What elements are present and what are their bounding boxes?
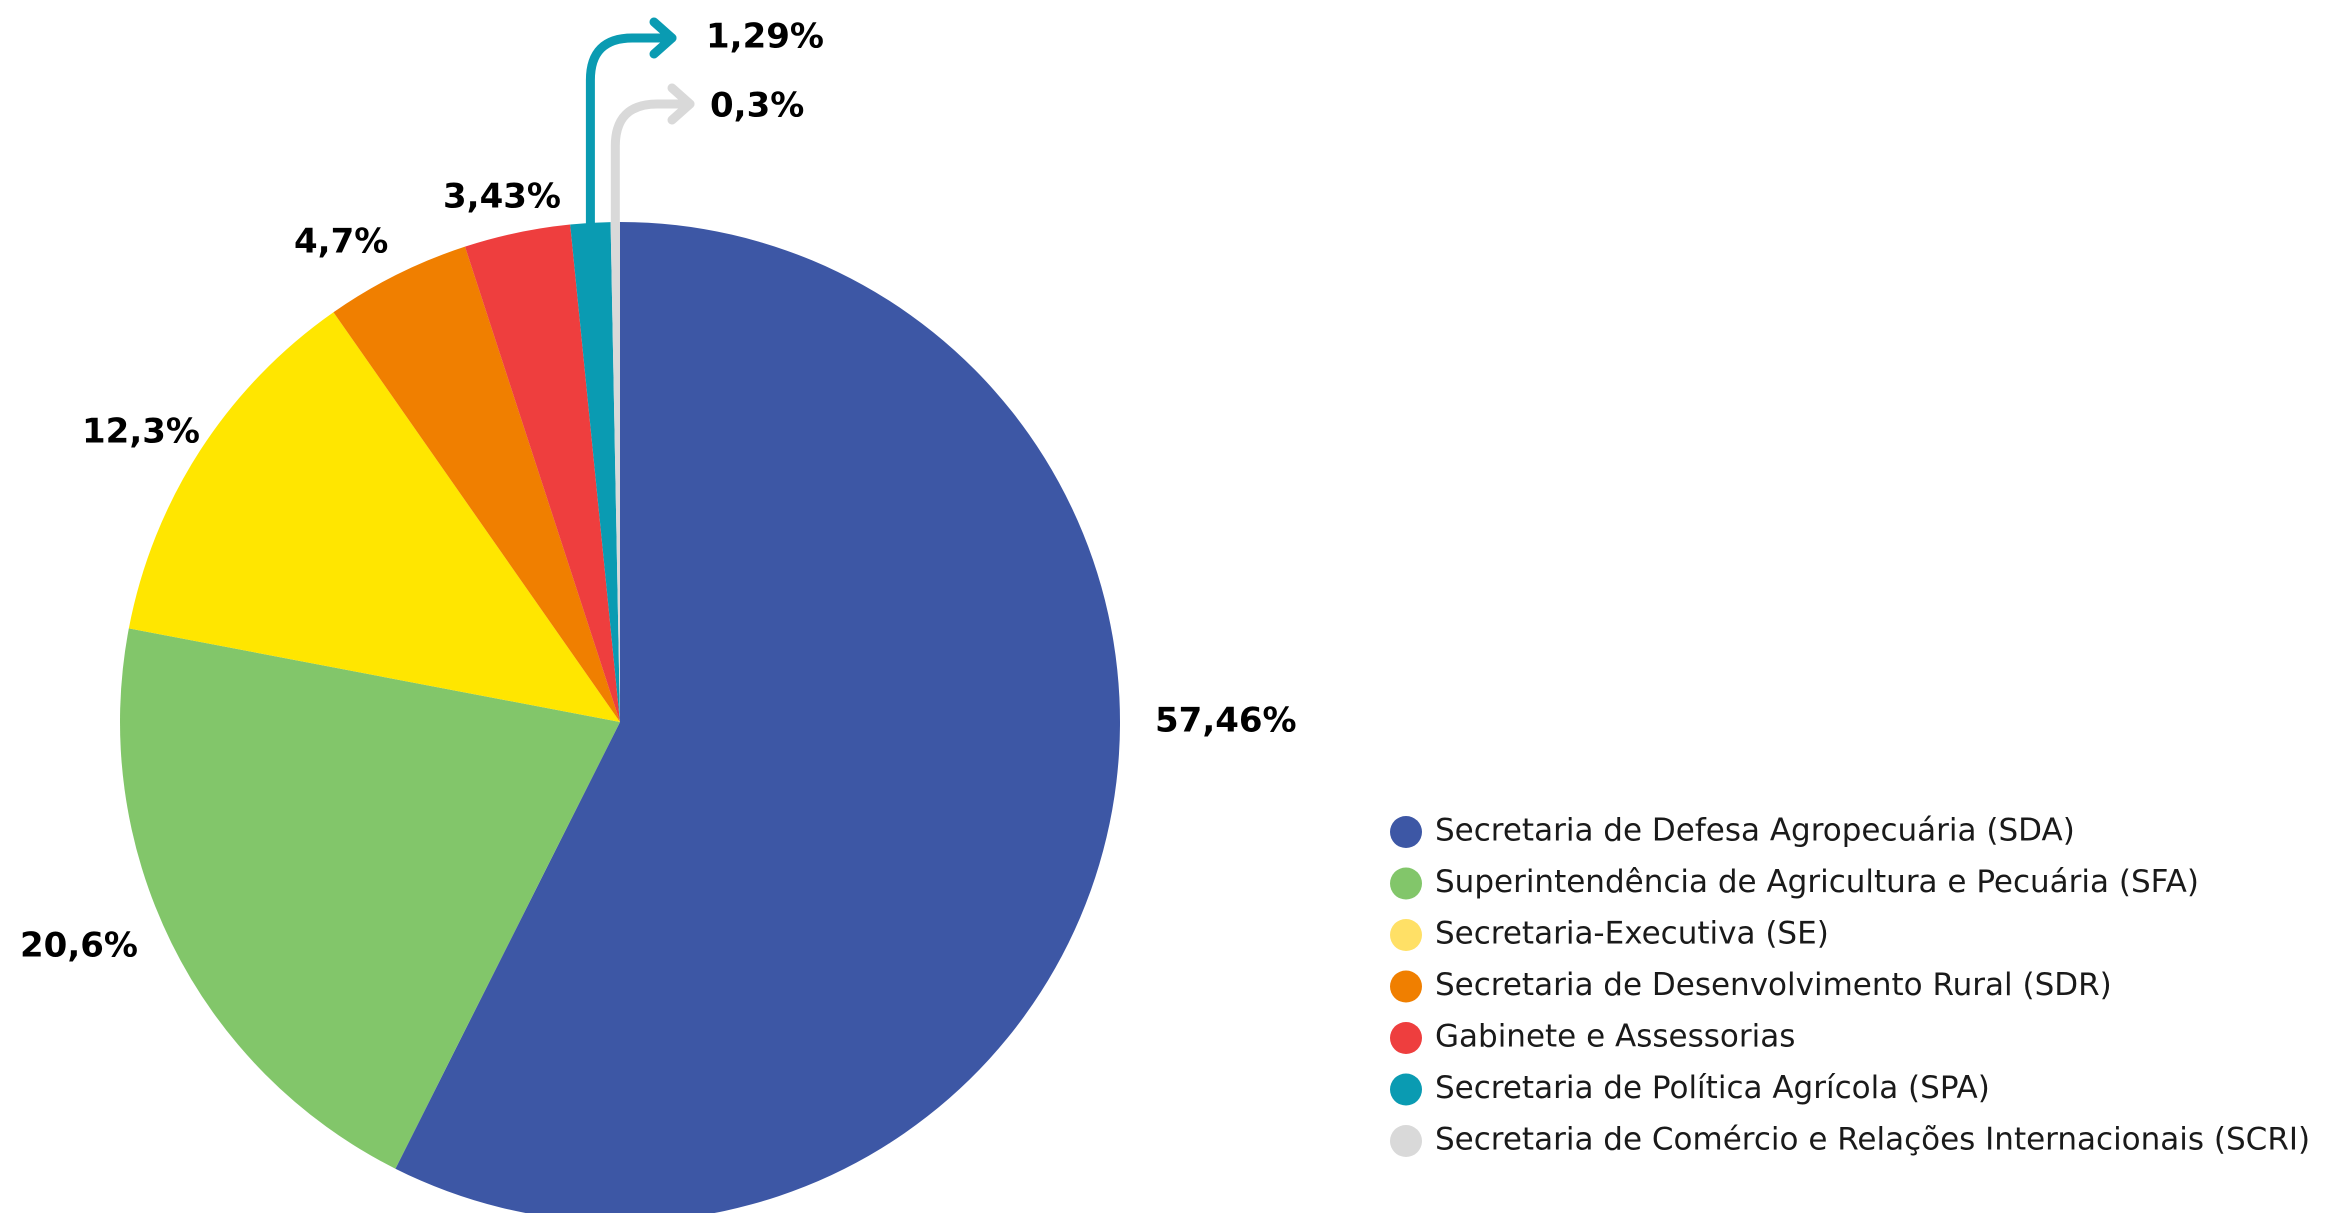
legend-label: Superintendência de Agricultura e Pecuár… (1435, 864, 2199, 900)
legend-label: Secretaria de Política Agrícola (SPA) (1435, 1070, 1990, 1106)
legend-item-gabinete-e-assessorias: Gabinete e Assessorias (1390, 1019, 1795, 1055)
slice-label-secretaria-de-comercio-e-relacoes-internacionais-scri: 0,3% (710, 86, 804, 126)
pie-slices (119, 222, 1120, 1213)
label-leader-arrows (585, 17, 695, 228)
legend-item-secretaria-de-politica-agricola-spa: Secretaria de Política Agrícola (SPA) (1390, 1070, 1990, 1106)
legend-label: Secretaria-Executiva (SE) (1435, 916, 1829, 952)
legend-marker (1390, 867, 1422, 900)
slice-label-secretaria-de-defesa-agropecuaria-sda: 57,46% (1155, 701, 1297, 741)
legend-label: Secretaria de Desenvolvimento Rural (SDR… (1435, 967, 2112, 1003)
legend-marker (1390, 919, 1422, 951)
legend-item-superintendencia-de-agricultura-e-pecuaria-sfa: Superintendência de Agricultura e Pecuár… (1390, 864, 2199, 900)
slice-labels: 57,46% 20,6% 12,3% 4,7% 3,43% 1,29% 0,3% (20, 17, 1297, 966)
slice-label-secretaria-de-desenvolvimento-rural-sdr: 4,7% (294, 222, 388, 262)
legend: Secretaria de Defesa Agropecuária (SDA) S… (1390, 813, 2310, 1158)
leader-arrow-secretaria-de-politica-agricola-spa (585, 17, 677, 228)
pie-slice-secretaria-executiva-se (128, 312, 620, 722)
legend-marker (1390, 1125, 1422, 1157)
slice-label-secretaria-executiva-se: 12,3% (82, 412, 200, 452)
pie-slice-secretaria-de-defesa-agropecuaria-sda (395, 222, 1120, 1213)
leader-arrow-secretaria-de-comercio-e-relacoes-internacionais-scri (610, 83, 695, 227)
legend-marker (1390, 1022, 1422, 1054)
legend-marker (1390, 970, 1422, 1003)
legend-marker (1390, 816, 1422, 848)
pie-slice-secretaria-de-politica-agricola-spa (570, 222, 620, 722)
slice-label-secretaria-de-politica-agricola-spa: 1,29% (706, 17, 824, 57)
legend-item-secretaria-de-defesa-agropecuaria-sda: Secretaria de Defesa Agropecuária (SDA) (1390, 813, 2075, 849)
legend-marker (1390, 1073, 1422, 1106)
pie-slice-secretaria-de-desenvolvimento-rural-sdr (333, 246, 620, 722)
legend-item-secretaria-executiva-se: Secretaria-Executiva (SE) (1390, 916, 1829, 952)
slice-label-gabinete-e-assessorias: 3,43% (443, 177, 561, 217)
slice-label-superintendencia-de-agricultura-e-pecuaria-sfa: 20,6% (20, 926, 138, 966)
legend-label: Secretaria de Comércio e Relações Intern… (1435, 1122, 2310, 1158)
legend-label: Gabinete e Assessorias (1435, 1019, 1795, 1055)
pie-slice-secretaria-de-comercio-e-relacoes-internacionais-scri (610, 222, 620, 722)
pie-slice-superintendencia-de-agricultura-e-pecuaria-sfa (119, 628, 620, 1169)
legend-item-secretaria-de-comercio-e-relacoes-internacionais-scri: Secretaria de Comércio e Relações Intern… (1390, 1122, 2310, 1158)
legend-item-secretaria-de-desenvolvimento-rural-sdr: Secretaria de Desenvolvimento Rural (SDR… (1390, 967, 2112, 1003)
legend-label: Secretaria de Defesa Agropecuária (SDA) (1435, 813, 2075, 849)
pie-slice-gabinete-e-assessorias (465, 224, 620, 723)
